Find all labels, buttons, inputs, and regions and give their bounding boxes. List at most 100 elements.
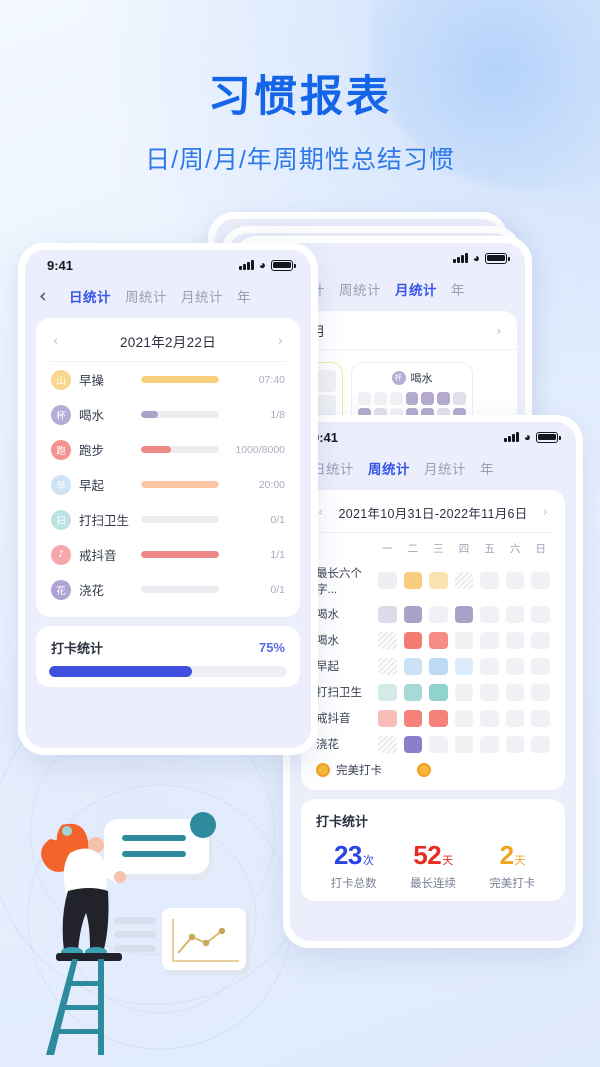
day-total-progressbar	[49, 666, 287, 677]
week-cell	[505, 631, 525, 649]
day-prev-icon[interactable]: ‹	[53, 333, 59, 349]
week-cell	[454, 605, 474, 623]
habit-icon: ♪	[51, 544, 71, 565]
week-cell	[505, 657, 525, 675]
habit-row[interactable]: 扫打扫卫生 0/1	[49, 502, 287, 537]
week-cell	[378, 631, 397, 649]
habit-progressbar	[141, 551, 219, 558]
signal-bars-icon	[504, 432, 519, 442]
habit-value: 0/1	[270, 513, 285, 526]
heatmap-cell	[389, 392, 403, 405]
week-habit-row[interactable]: 戒抖音	[314, 705, 552, 731]
stat-label: 打卡总数	[330, 878, 377, 890]
week-dow-label: 六	[509, 543, 521, 555]
heatmap-cell	[373, 392, 387, 405]
habit-row[interactable]: 早早起 20:00	[49, 467, 287, 502]
habit-value: 1/1	[270, 548, 285, 561]
habit-progressbar	[141, 411, 219, 418]
week-cell	[454, 657, 474, 675]
month-card-water-label: 喝水	[410, 373, 433, 385]
back-icon[interactable]: ‹	[39, 284, 47, 307]
medal-slot	[392, 763, 409, 777]
habit-icon: 山	[51, 369, 71, 390]
week-cell	[378, 572, 397, 589]
week-habit-row[interactable]: 浇花	[314, 731, 552, 757]
habit-name: 早起	[79, 479, 105, 493]
month-next-icon[interactable]: ›	[496, 323, 501, 338]
day-next-icon[interactable]: ›	[277, 333, 283, 349]
week-cell	[403, 709, 423, 727]
week-cell	[403, 683, 423, 701]
habit-row[interactable]: ♪ 戒抖音 1/1	[49, 537, 287, 572]
medal-slot	[510, 763, 527, 777]
tab-week[interactable]: 周统计	[339, 283, 381, 298]
tab-month[interactable]: 月统计	[424, 462, 466, 477]
tab-day[interactable]: 日统计	[312, 462, 354, 477]
week-cell	[480, 605, 499, 623]
habit-row[interactable]: 山早操 07:40	[49, 362, 287, 397]
stat-item: 23次 打卡总数	[314, 840, 393, 891]
stat-item: 2天 完美打卡	[473, 840, 552, 891]
habit-progressbar	[141, 446, 219, 453]
week-cell	[480, 683, 499, 701]
week-dow-label: 一	[382, 543, 393, 555]
tab-month[interactable]: 月统计	[181, 290, 223, 305]
habit-icon: 跑	[51, 439, 71, 460]
week-prev-icon[interactable]: ‹	[318, 505, 324, 520]
week-cell	[505, 605, 525, 623]
day-date-bar: ‹ 2021年2月22日 ›	[49, 328, 287, 362]
week-habit-name: 最长六个字...	[316, 567, 362, 596]
status-time: 9:41	[47, 257, 74, 273]
week-tabbar: 日统计 周统计 月统计 年	[290, 452, 576, 490]
tab-year[interactable]: 年	[451, 283, 465, 298]
week-cell	[480, 657, 499, 675]
habit-row[interactable]: 杯喝水 1/8	[49, 397, 287, 432]
week-habit-row[interactable]: 早起	[314, 653, 552, 679]
tab-year[interactable]: 年	[480, 462, 494, 477]
week-dow-label: 日	[535, 543, 547, 555]
week-habit-row[interactable]: 喝水	[314, 601, 552, 627]
day-date-label: 2021年2月22日	[119, 335, 217, 350]
week-cell	[429, 709, 448, 727]
week-cell	[403, 572, 423, 589]
week-next-icon[interactable]: ›	[542, 505, 548, 520]
day-status-bar: 9:41 ◕	[25, 250, 311, 280]
habit-progressbar	[141, 376, 219, 383]
tab-week[interactable]: 周统计	[368, 462, 410, 477]
habit-value: 1000/8000	[235, 443, 285, 456]
stat-label: 完美打卡	[489, 878, 536, 890]
habit-value: 1/8	[270, 408, 285, 421]
tab-month[interactable]: 月统计	[395, 283, 437, 298]
habit-name: 打扫卫生	[79, 514, 130, 528]
habit-icon: 杯	[51, 404, 71, 425]
stat-unit: 次	[362, 855, 374, 867]
week-stats-card: 打卡统计 23次 打卡总数 52天 最长连续 2天 完美打卡	[301, 799, 565, 901]
week-cell	[480, 572, 499, 589]
week-habit-row[interactable]: 喝水	[314, 627, 552, 653]
habit-row[interactable]: 跑跑步 1000/8000	[49, 432, 287, 467]
heatmap-cell	[453, 392, 467, 405]
week-cell	[378, 657, 397, 675]
week-habit-row[interactable]: 最长六个字...	[314, 560, 552, 601]
medal-icon	[416, 763, 433, 777]
week-dow-label: 四	[458, 543, 470, 555]
medal-slot	[486, 763, 503, 777]
week-date-range: 2021年10月31日-2022年11月6日	[338, 507, 528, 521]
week-cell	[531, 657, 551, 675]
week-dow-label: 二	[407, 543, 419, 555]
week-cell	[454, 572, 474, 589]
day-tabbar: ‹ 日统计 周统计 月统计 年	[25, 280, 311, 318]
wifi-icon: ◕	[258, 258, 266, 272]
tab-year[interactable]: 年	[237, 290, 251, 305]
week-habit-row[interactable]: 打扫卫生	[314, 679, 552, 705]
week-cell	[531, 709, 551, 727]
habit-name: 浇花	[79, 584, 105, 598]
habit-row[interactable]: 花浇花 0/1	[49, 572, 287, 607]
week-cell	[454, 683, 474, 701]
habit-icon: 扫	[51, 509, 71, 530]
week-cell	[480, 709, 499, 727]
heatmap-cell	[437, 392, 451, 405]
tab-day[interactable]: 日统计	[69, 290, 111, 305]
page-header: 习惯报表 日/周/月/年周期性总结习惯	[0, 0, 600, 176]
tab-week[interactable]: 周统计	[125, 290, 167, 305]
